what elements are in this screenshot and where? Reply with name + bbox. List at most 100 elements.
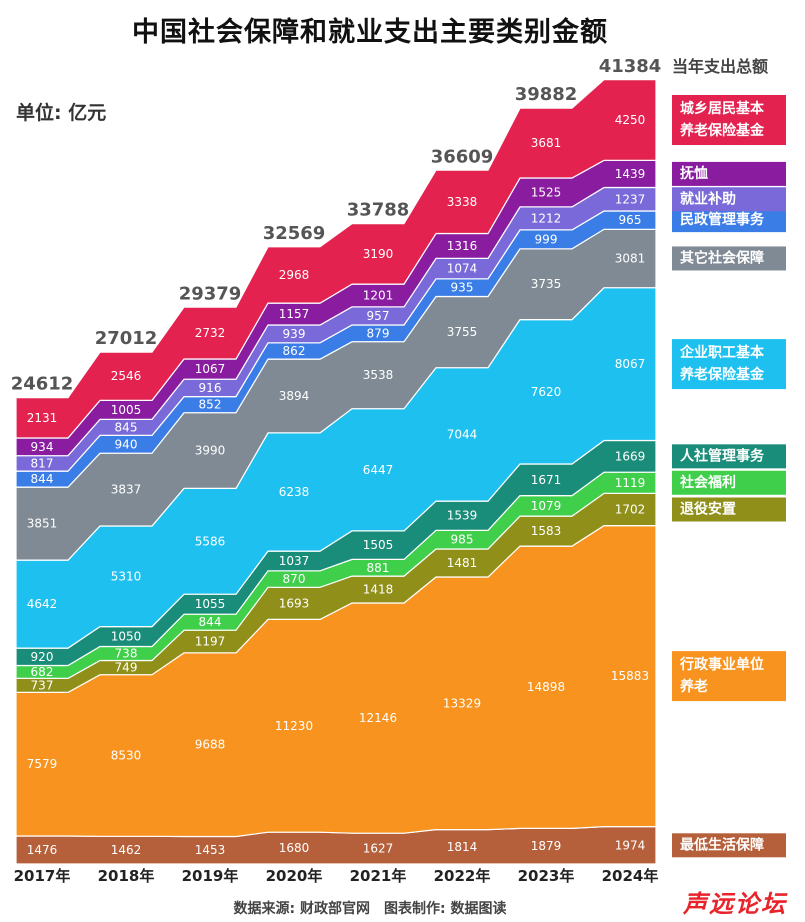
legend-label: 企业职工基本 bbox=[679, 344, 765, 361]
legend-swatch bbox=[672, 95, 786, 146]
x-tick-label: 2017年 bbox=[14, 867, 71, 885]
data-label: 682 bbox=[31, 665, 54, 679]
data-label: 1476 bbox=[27, 843, 58, 857]
data-label: 3851 bbox=[27, 517, 58, 531]
total-label: 29379 bbox=[179, 283, 242, 304]
data-label: 5586 bbox=[195, 534, 226, 548]
data-label: 2131 bbox=[27, 411, 58, 425]
data-label: 817 bbox=[31, 456, 54, 470]
legend-label: 最低生活保障 bbox=[680, 836, 764, 853]
data-label: 935 bbox=[451, 281, 474, 295]
chart-title: 中国社会保障和就业支出主要类别金额 bbox=[132, 17, 608, 48]
data-label: 916 bbox=[199, 381, 222, 395]
x-tick-label: 2021年 bbox=[350, 867, 407, 885]
data-label: 12146 bbox=[359, 711, 397, 725]
total-label: 32569 bbox=[263, 223, 326, 244]
data-label: 879 bbox=[367, 326, 390, 340]
legend-label: 养老保险基金 bbox=[679, 122, 765, 139]
legend-swatch bbox=[672, 444, 786, 469]
legend-label: 社会福利 bbox=[679, 474, 736, 491]
data-label: 1119 bbox=[615, 476, 646, 490]
data-label: 3338 bbox=[447, 195, 478, 209]
data-label: 3735 bbox=[531, 277, 562, 291]
legend-label: 人社管理事务 bbox=[680, 447, 765, 464]
data-label: 2546 bbox=[111, 369, 142, 383]
data-label: 15883 bbox=[611, 669, 649, 683]
x-tick-label: 2019年 bbox=[182, 867, 239, 885]
legend-entry-2: 退役安置 bbox=[672, 497, 786, 522]
data-label: 1671 bbox=[531, 473, 562, 487]
data-label: 749 bbox=[115, 661, 138, 675]
data-label: 1702 bbox=[615, 502, 646, 516]
data-label: 881 bbox=[367, 561, 390, 575]
data-label: 862 bbox=[283, 344, 306, 358]
data-label: 1680 bbox=[279, 841, 310, 855]
data-label: 1439 bbox=[615, 167, 646, 181]
data-label: 1669 bbox=[615, 449, 646, 463]
legend-label: 其它社会保障 bbox=[680, 249, 764, 266]
data-label: 845 bbox=[115, 420, 138, 434]
data-label: 1481 bbox=[447, 556, 478, 570]
total-label: 36609 bbox=[431, 146, 494, 167]
data-label: 3990 bbox=[195, 444, 226, 458]
data-label: 870 bbox=[283, 572, 306, 586]
data-label: 957 bbox=[367, 309, 390, 323]
data-label: 13329 bbox=[443, 696, 481, 710]
legend-entry-9: 抚恤 bbox=[672, 161, 786, 186]
legend-swatch bbox=[672, 208, 786, 233]
legend-swatch bbox=[672, 339, 786, 390]
legend-swatch bbox=[672, 187, 786, 212]
data-label: 1525 bbox=[531, 185, 562, 199]
x-tick-label: 2022年 bbox=[434, 867, 491, 885]
data-label: 3755 bbox=[447, 325, 478, 339]
legend-label: 民政管理事务 bbox=[680, 211, 765, 228]
series-0: 1476 1462 1453 1680 1627 1814 1879 1974 bbox=[15, 825, 657, 865]
data-label: 1418 bbox=[363, 583, 394, 597]
total-label: 24612 bbox=[11, 374, 74, 395]
x-tick-label: 2018年 bbox=[98, 867, 155, 885]
data-label: 1539 bbox=[447, 509, 478, 523]
data-label: 738 bbox=[115, 646, 138, 660]
data-label: 1037 bbox=[279, 554, 310, 568]
data-label: 999 bbox=[535, 232, 558, 246]
total-label: 33788 bbox=[347, 200, 410, 221]
legend-label: 养老 bbox=[679, 678, 708, 695]
data-label: 1505 bbox=[363, 538, 394, 552]
series-6: 3851 3837 3990 3894 3538 3755 3735 3081 bbox=[15, 228, 657, 561]
area-band-10 bbox=[15, 79, 657, 439]
data-label: 852 bbox=[199, 398, 222, 412]
data-label: 2732 bbox=[195, 326, 226, 340]
data-label: 1237 bbox=[615, 192, 646, 206]
legend-swatch bbox=[672, 161, 786, 186]
data-label: 985 bbox=[451, 533, 474, 547]
data-label: 9688 bbox=[195, 738, 226, 752]
total-label: 39882 bbox=[515, 84, 578, 105]
data-label: 5310 bbox=[111, 569, 142, 583]
data-label: 14898 bbox=[527, 680, 565, 694]
legend-swatch bbox=[672, 651, 786, 702]
data-label: 1050 bbox=[111, 630, 142, 644]
legend-swatch bbox=[672, 470, 786, 495]
data-label: 7620 bbox=[531, 385, 562, 399]
data-label: 8530 bbox=[111, 748, 142, 762]
data-label: 1074 bbox=[447, 262, 478, 276]
legend-swatch bbox=[672, 497, 786, 522]
data-label: 1974 bbox=[615, 838, 646, 852]
legend-label: 退役安置 bbox=[680, 500, 736, 517]
data-label: 2968 bbox=[279, 268, 310, 282]
source-label: 数据来源: 财政部官网 图表制作: 数据图读 bbox=[233, 901, 507, 917]
data-label: 934 bbox=[31, 440, 54, 454]
data-label: 1157 bbox=[279, 307, 310, 321]
data-label: 844 bbox=[31, 472, 54, 486]
series-2: 737 749 1197 1693 1418 1481 1583 1702 bbox=[15, 492, 657, 694]
data-label: 1055 bbox=[195, 597, 226, 611]
watermark-logo: 声远论坛 bbox=[683, 889, 787, 918]
total-label: 41384 bbox=[599, 56, 662, 77]
data-label: 1005 bbox=[111, 403, 142, 417]
legend-entry-0: 最低生活保障 bbox=[672, 833, 786, 858]
data-label: 3837 bbox=[111, 483, 142, 497]
legend-label: 抚恤 bbox=[680, 165, 708, 182]
data-label: 1879 bbox=[531, 839, 562, 853]
data-label: 3081 bbox=[615, 251, 646, 265]
